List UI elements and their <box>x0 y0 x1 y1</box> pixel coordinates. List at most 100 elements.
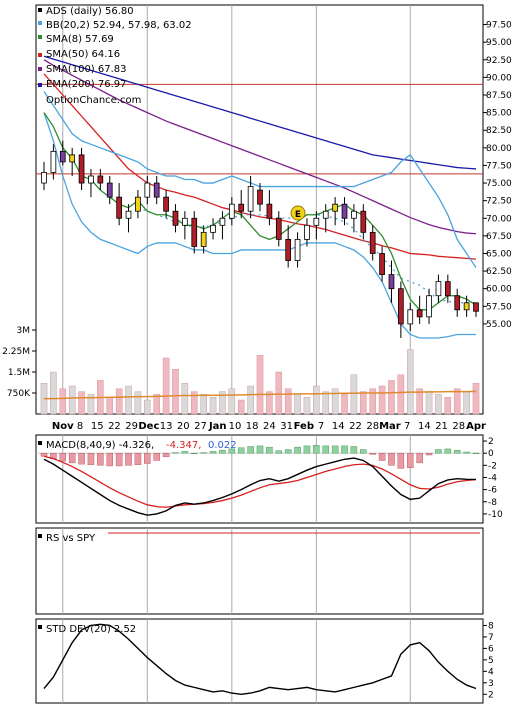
candle <box>135 190 141 219</box>
candle-body <box>116 196 122 219</box>
volume-bar <box>350 374 358 415</box>
volume-bar <box>313 385 320 415</box>
volume-bar <box>435 394 442 415</box>
date-label: 13 <box>160 421 173 432</box>
date-label: 22 <box>108 421 121 432</box>
volume-bar <box>191 391 198 415</box>
candle <box>41 161 47 191</box>
price-tick-label: 62.50 <box>486 267 512 277</box>
bb-lower-line <box>43 112 476 339</box>
candle <box>219 211 226 240</box>
volume-bar <box>322 391 329 415</box>
volume-bar <box>50 371 57 415</box>
date-label: 8 <box>77 421 83 432</box>
macd-histogram-bar <box>350 446 358 454</box>
candle <box>398 281 404 338</box>
candle <box>351 204 357 233</box>
macd-histogram-bar <box>172 452 179 454</box>
candle-body <box>182 217 188 226</box>
legend-sma8: SMA(8) 57.69 <box>46 34 114 45</box>
std-swatch <box>38 625 42 629</box>
date-label: 20 <box>177 421 190 432</box>
candle <box>341 197 348 226</box>
volume-bar <box>209 397 217 415</box>
date-label: 14 <box>418 421 431 432</box>
std-tick-label: 4 <box>488 667 494 677</box>
candle-body <box>435 281 442 297</box>
candle <box>172 204 179 233</box>
macd-histogram-bar <box>153 452 160 461</box>
candle <box>454 288 461 317</box>
legend-ema200: EMA(200) 76.97 <box>46 79 126 90</box>
date-label: 7 <box>318 421 324 432</box>
candle-body <box>144 182 151 198</box>
macd-histogram-bar <box>162 452 170 458</box>
legend-swatch-ema200 <box>38 83 42 87</box>
price-tick-label: 95.00 <box>486 38 512 48</box>
volume-bar <box>453 388 461 415</box>
macd-histogram-bar <box>313 445 320 454</box>
std-panel-frame <box>35 618 484 704</box>
candle-body <box>50 150 57 173</box>
macd-histogram-bar <box>378 452 386 461</box>
macd-histogram-bar <box>453 449 461 454</box>
candle <box>473 302 479 317</box>
macd-histogram-bar <box>416 452 423 464</box>
candle <box>257 183 263 212</box>
volume-bar <box>472 383 480 415</box>
price-tick-label: 57.50 <box>486 302 512 312</box>
volume-bar <box>256 355 264 415</box>
candle <box>407 302 414 331</box>
rs-legend: RS vs SPY <box>38 532 480 544</box>
candle <box>463 295 470 317</box>
macd-tick-label: -6 <box>488 486 497 496</box>
date-label: 27 <box>194 421 207 432</box>
candle-body <box>322 210 329 219</box>
watermark: OptionChance.com <box>46 95 141 106</box>
earnings-event-marker[interactable]: E <box>290 205 306 221</box>
candle <box>59 140 66 166</box>
volume-bar <box>172 369 179 415</box>
candle-body <box>398 288 404 325</box>
price-tick-label: 85.00 <box>486 109 512 119</box>
std-tick-label: 2 <box>488 690 494 700</box>
candle <box>182 211 188 240</box>
volume-bar <box>360 391 367 415</box>
macd-histogram-bar <box>284 449 292 454</box>
candle-body <box>454 295 461 311</box>
candle <box>163 190 169 219</box>
candle <box>304 218 310 247</box>
volume-bar <box>68 385 76 415</box>
date-label: 21 <box>435 421 448 432</box>
volume-bar <box>378 385 386 415</box>
candle-body <box>332 203 338 212</box>
title-swatch <box>38 8 42 12</box>
candle-body <box>294 238 301 261</box>
candle <box>360 204 367 240</box>
candle-body <box>228 203 235 219</box>
volume-bar <box>397 374 405 415</box>
macd-histogram-bar <box>144 452 151 464</box>
macd-histogram-bar <box>78 452 85 465</box>
legend-sma50: SMA(50) 64.16 <box>46 49 120 60</box>
candle-body <box>351 210 357 219</box>
date-label: Mar <box>379 421 401 432</box>
date-label: 22 <box>349 421 362 432</box>
candle-body <box>388 274 395 290</box>
macd-histogram-bar <box>115 452 123 467</box>
legend-swatch-bb <box>38 21 42 25</box>
candle-body <box>69 154 76 163</box>
candle <box>191 211 198 254</box>
volume-bar <box>125 385 132 415</box>
event-circle <box>290 205 306 221</box>
price-tick-label: 75.00 <box>486 179 512 189</box>
volume-bar <box>247 385 254 415</box>
macd-histogram-bar <box>266 446 273 454</box>
candle-body <box>172 210 179 226</box>
candle <box>294 232 301 268</box>
price-tick-label: 67.50 <box>486 232 512 242</box>
candle-body <box>369 231 376 254</box>
volume-bar <box>200 394 207 415</box>
price-tick-label: 60.00 <box>486 285 512 295</box>
volume-bar <box>219 391 226 415</box>
